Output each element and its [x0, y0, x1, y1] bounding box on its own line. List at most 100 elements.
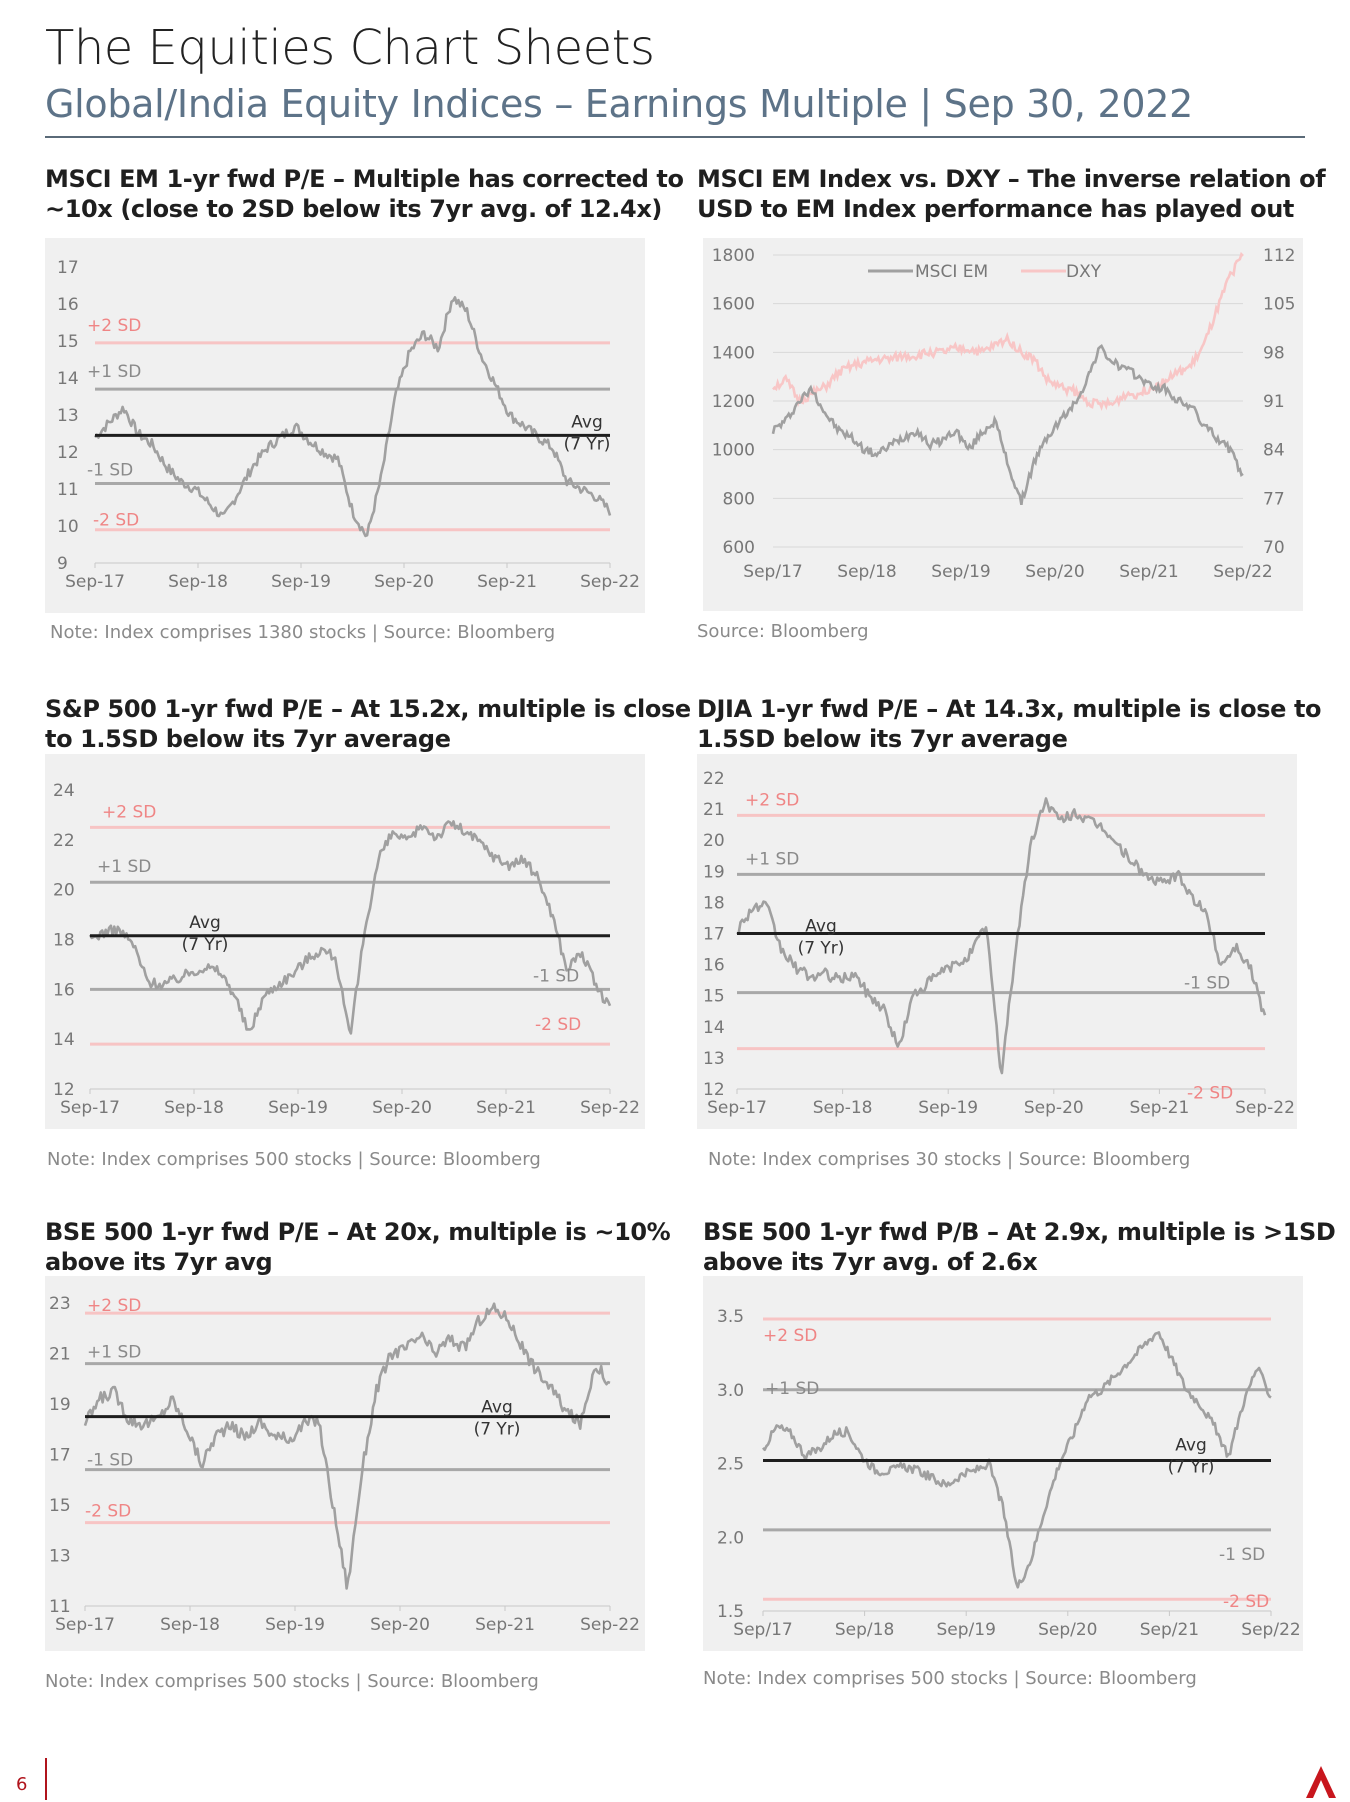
x-tick-label: Sep/21 — [1119, 562, 1178, 582]
y-tick-label: 17 — [703, 925, 725, 945]
x-tick-label: Sep-20 — [372, 1098, 432, 1118]
footer-divider — [45, 1758, 47, 1800]
label-minus-1sd: -1 SD — [1184, 974, 1230, 994]
label-avg: Avg — [1175, 1436, 1207, 1456]
y-tick-label: 11 — [57, 480, 79, 500]
y-tick-label: 10 — [57, 517, 79, 537]
panel-bse500-pb: BSE 500 1-yr fwd P/B – At 2.9x, multiple… — [703, 1217, 1336, 1277]
chart-svg: Sep-17 Sep-18 Sep-19 Sep-20 Sep-21 Sep-22 9 10 1… — [57, 258, 640, 592]
chart-title-line1: S&P 500 1-yr fwd P/E – At 15.2x, multipl… — [45, 695, 691, 723]
y-tick-label: 13 — [57, 406, 79, 426]
x-tick-label: Sep-21 — [477, 572, 537, 592]
chart-svg: Sep/17 Sep/18 Sep/19 Sep/20 Sep/21 Sep/22 1.5 2… — [717, 1307, 1301, 1640]
label-minus-1sd: -1 SD — [533, 966, 579, 986]
x-tick-label: Sep-18 — [168, 572, 228, 592]
x-tick-label: Sep/22 — [1241, 1620, 1300, 1640]
x-tick-label: Sep-20 — [370, 1615, 430, 1635]
label-minus-1sd: -1 SD — [1219, 1545, 1265, 1565]
x-tick-label: Sep/21 — [1140, 1620, 1199, 1640]
x-tick-label: Sep-21 — [476, 1098, 536, 1118]
label-avg-period: (7 Yr) — [182, 935, 229, 955]
label-avg: Avg — [805, 917, 837, 937]
chart-title-line2: USD to EM Index performance has played o… — [697, 195, 1295, 223]
x-tick-label: Sep-18 — [160, 1615, 220, 1635]
panel-sp500-pe: S&P 500 1-yr fwd P/E – At 15.2x, multipl… — [45, 694, 691, 754]
legend-label-msci-em: MSCI EM — [915, 262, 988, 282]
page-number: 6 — [16, 1774, 28, 1795]
chart-djia-pe: Sep-17 Sep-18 Sep-19 Sep-20 Sep-21 Sep-22 12 13… — [697, 754, 1297, 1129]
chart-msci-em-dxy: 600 800 1000 1200 1400 1600 1800 70 77 84 91 98 105 1… — [703, 238, 1303, 611]
label-plus-1sd: +1 SD — [97, 857, 151, 877]
x-tick-label: Sep/18 — [835, 1620, 894, 1640]
y-right-tick-label: 112 — [1263, 246, 1295, 266]
y-tick-label: 22 — [703, 769, 725, 789]
chart-title-line1: MSCI EM Index vs. DXY – The inverse rela… — [697, 165, 1326, 193]
chart-title-line1: BSE 500 1-yr fwd P/E – At 20x, multiple … — [45, 1218, 671, 1246]
panel-bse500-pe: BSE 500 1-yr fwd P/E – At 20x, multiple … — [45, 1217, 671, 1277]
x-tick-label: Sep-17 — [65, 572, 125, 592]
y-tick-label: 12 — [57, 443, 79, 463]
label-avg: Avg — [189, 913, 221, 933]
x-tick-label: Sep-22 — [580, 1615, 640, 1635]
chart-title-line2: 1.5SD below its 7yr average — [697, 725, 1068, 753]
y-tick-label: 16 — [53, 980, 75, 1000]
label-avg-period: (7 Yr) — [798, 939, 845, 959]
chart-title-line1: BSE 500 1-yr fwd P/B – At 2.9x, multiple… — [703, 1218, 1336, 1246]
page-subtitle: Global/India Equity Indices – Earnings M… — [45, 82, 1193, 126]
label-plus-1sd: +1 SD — [87, 362, 141, 382]
chart-title-line2: ~10x (close to 2SD below its 7yr avg. of… — [45, 195, 662, 223]
y-tick-label: 2.0 — [717, 1528, 744, 1548]
chart-note: Source: Bloomberg — [697, 621, 869, 642]
label-plus-1sd: +1 SD — [87, 1343, 141, 1363]
x-tick-label: Sep-19 — [918, 1098, 978, 1118]
chart-title-line2: above its 7yr avg — [45, 1248, 273, 1276]
y-right-tick-label: 105 — [1263, 295, 1295, 315]
y-tick-label: 15 — [49, 1496, 71, 1516]
x-tick-label: Sep-17 — [60, 1098, 120, 1118]
label-avg: Avg — [571, 412, 603, 432]
y-right-tick-label: 91 — [1263, 392, 1285, 412]
x-tick-label: Sep-19 — [271, 572, 331, 592]
series-line — [88, 820, 612, 1035]
label-minus-1sd: -1 SD — [87, 1451, 133, 1471]
y-tick-label: 3.0 — [717, 1381, 744, 1401]
series-line-msci-em — [771, 343, 1244, 506]
y-tick-label: 18 — [703, 893, 725, 913]
series-line — [762, 1331, 1272, 1589]
x-tick-label: Sep/17 — [733, 1620, 792, 1640]
label-minus-1sd: -1 SD — [87, 460, 133, 480]
x-tick-label: Sep-21 — [475, 1615, 535, 1635]
y-tick-label: 18 — [53, 931, 75, 951]
y-right-tick-label: 77 — [1263, 489, 1285, 509]
x-tick-label: Sep-22 — [580, 1098, 640, 1118]
x-tick-label: Sep/19 — [936, 1620, 995, 1640]
panel-djia-pe: DJIA 1-yr fwd P/E – At 14.3x, multiple i… — [697, 694, 1322, 754]
chart-svg: Sep-17 Sep-18 Sep-19 Sep-20 Sep-21 Sep-22 12 13… — [703, 769, 1295, 1118]
label-plus-2sd: +2 SD — [763, 1326, 817, 1346]
x-tick-label: Sep-18 — [164, 1098, 224, 1118]
y-tick-label: 19 — [703, 862, 725, 882]
label-avg-period: (7 Yr) — [474, 1420, 521, 1440]
series-line — [93, 296, 612, 538]
y-tick-label: 19 — [49, 1395, 71, 1415]
y-tick-label: 13 — [49, 1547, 71, 1567]
y-right-tick-label: 70 — [1263, 538, 1285, 558]
label-plus-2sd: +2 SD — [87, 1296, 141, 1316]
y-right-tick-label: 98 — [1263, 343, 1285, 363]
y-left-tick-label: 1200 — [712, 392, 755, 412]
panel-msci-em-pe: MSCI EM 1-yr fwd P/E – Multiple has corr… — [45, 164, 684, 224]
label-minus-2sd: -2 SD — [93, 511, 139, 531]
y-tick-label: 12 — [703, 1080, 725, 1100]
label-minus-2sd: -2 SD — [85, 1502, 131, 1522]
y-tick-label: 16 — [703, 956, 725, 976]
series-line — [83, 1302, 611, 1590]
chart-title-line1: DJIA 1-yr fwd P/E – At 14.3x, multiple i… — [697, 695, 1322, 723]
chart-svg: Sep-17 Sep-18 Sep-19 Sep-20 Sep-21 Sep-22 12 14… — [53, 781, 640, 1118]
x-tick-label: Sep-17 — [55, 1615, 115, 1635]
chart-bse500-pb: Sep/17 Sep/18 Sep/19 Sep/20 Sep/21 Sep/22 1.5 2… — [703, 1276, 1303, 1651]
x-tick-label: Sep-20 — [374, 572, 434, 592]
series-line-dxy — [772, 251, 1244, 412]
y-tick-label: 24 — [53, 781, 75, 801]
chart-msci-em-pe: Sep-17 Sep-18 Sep-19 Sep-20 Sep-21 Sep-22 9 10 1… — [45, 238, 645, 613]
y-tick-label: 9 — [57, 554, 68, 574]
